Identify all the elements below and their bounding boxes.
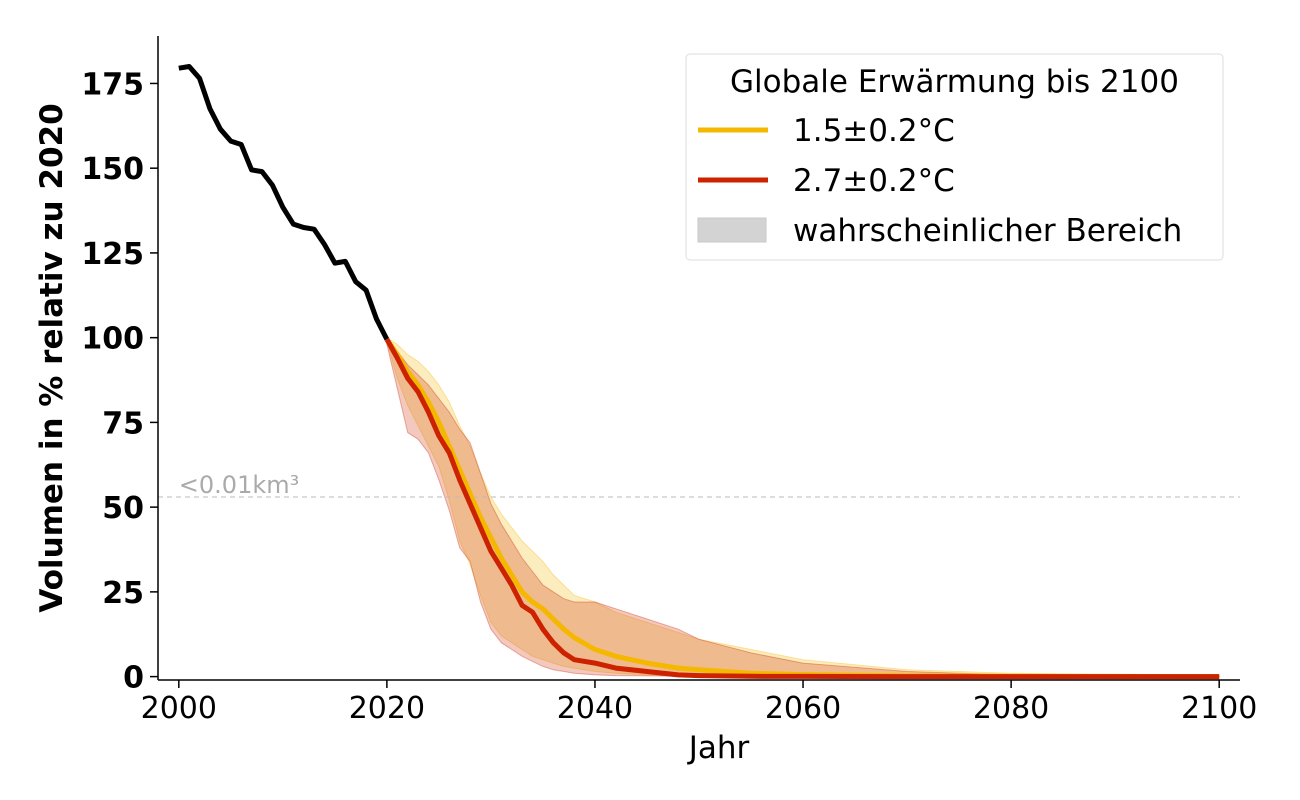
x-tick-label-2000: 2000 [141, 691, 217, 726]
band-series-2 [386, 339, 1220, 678]
series-line-1 [384, 337, 1220, 680]
y-tick-label-25: 25 [102, 576, 144, 611]
x-tick-label-2080: 2080 [973, 691, 1049, 726]
legend-title: Globale Erwärmung bis 2100 [730, 64, 1179, 100]
y-tick-label-0: 0 [123, 661, 144, 696]
x-axis-ticks: 2000 2020 2040 2060 2080 2100 [141, 680, 1257, 726]
legend-label-1-5c: 1.5±0.2°C [793, 113, 955, 149]
historical-line [178, 64, 390, 341]
y-tick-label-150: 150 [81, 152, 144, 187]
threshold-label: <0.01km³ [179, 471, 299, 499]
y-tick-label-50: 50 [102, 491, 144, 526]
x-axis-title: Jahr [687, 730, 750, 766]
y-tick-label-75: 75 [102, 406, 144, 441]
legend-box [685, 53, 1224, 261]
x-tick-label-2020: 2020 [349, 691, 425, 726]
x-tick-label-2040: 2040 [557, 691, 633, 726]
y-axis-ticks: 0 25 50 75 100 125 150 175 [81, 67, 158, 696]
y-tick-label-175: 175 [81, 67, 144, 102]
x-tick-label-2060: 2060 [765, 691, 841, 726]
legend-swatch-range [697, 217, 767, 243]
series-lines [178, 64, 1220, 680]
y-tick-label-125: 125 [81, 237, 144, 272]
y-tick-label-100: 100 [81, 322, 144, 357]
legend-label-range: wahrscheinlicher Bereich [793, 213, 1182, 249]
legend: Globale Erwärmung bis 2100 1.5±0.2°C 2.7… [685, 53, 1224, 261]
legend-label-2-7c: 2.7±0.2°C [793, 163, 955, 199]
uncertainty-bands [386, 336, 1220, 678]
series-line-2 [384, 338, 1220, 680]
y-axis-title: Volumen in % relativ zu 2020 [34, 103, 70, 612]
x-tick-label-2100: 2100 [1181, 691, 1257, 726]
